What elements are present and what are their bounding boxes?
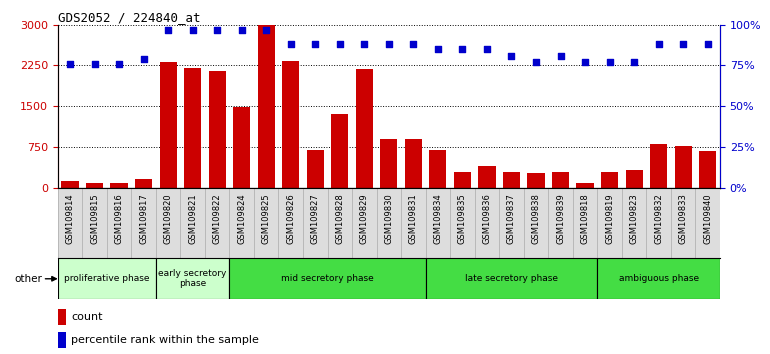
Text: GSM109819: GSM109819 bbox=[605, 193, 614, 244]
Bar bbox=[86, 183, 103, 188]
Point bbox=[285, 41, 297, 47]
Bar bbox=[598, 258, 720, 299]
Bar bbox=[430, 150, 447, 188]
Point bbox=[554, 53, 567, 58]
Bar bbox=[306, 150, 324, 188]
Bar bbox=[356, 69, 373, 188]
Text: GSM109839: GSM109839 bbox=[556, 193, 565, 244]
Bar bbox=[625, 170, 643, 188]
Bar bbox=[380, 139, 397, 188]
Text: GSM109820: GSM109820 bbox=[163, 193, 172, 244]
Bar bbox=[184, 68, 201, 188]
Bar bbox=[229, 258, 426, 299]
Text: mid secretory phase: mid secretory phase bbox=[281, 274, 374, 283]
Point bbox=[407, 41, 420, 47]
Bar bbox=[58, 258, 156, 299]
Text: GSM109816: GSM109816 bbox=[115, 193, 123, 244]
Point bbox=[309, 41, 321, 47]
Text: GSM109818: GSM109818 bbox=[581, 193, 590, 244]
Text: GSM109824: GSM109824 bbox=[237, 193, 246, 244]
Text: GSM109838: GSM109838 bbox=[531, 193, 541, 244]
Point bbox=[677, 41, 689, 47]
Point bbox=[604, 59, 616, 65]
Point bbox=[333, 41, 346, 47]
Bar bbox=[135, 179, 152, 188]
Text: GSM109831: GSM109831 bbox=[409, 193, 418, 244]
Bar bbox=[405, 139, 422, 188]
Bar bbox=[159, 62, 176, 188]
Text: GSM109822: GSM109822 bbox=[213, 193, 222, 244]
Text: GSM109821: GSM109821 bbox=[188, 193, 197, 244]
Text: count: count bbox=[71, 312, 102, 322]
Bar bbox=[258, 25, 275, 188]
Bar bbox=[58, 309, 66, 325]
Bar bbox=[282, 61, 300, 188]
Point bbox=[260, 27, 273, 33]
Point bbox=[383, 41, 395, 47]
Point bbox=[162, 27, 174, 33]
Text: GSM109828: GSM109828 bbox=[335, 193, 344, 244]
Text: GSM109833: GSM109833 bbox=[678, 193, 688, 244]
Bar bbox=[527, 173, 544, 188]
Point bbox=[137, 56, 149, 62]
Point bbox=[358, 41, 370, 47]
Bar bbox=[58, 332, 66, 348]
Text: early secretory
phase: early secretory phase bbox=[159, 269, 227, 289]
Bar bbox=[478, 166, 496, 188]
Text: GSM109823: GSM109823 bbox=[630, 193, 638, 244]
Bar bbox=[331, 114, 348, 188]
Text: GSM109827: GSM109827 bbox=[311, 193, 320, 244]
Text: GSM109840: GSM109840 bbox=[703, 193, 712, 244]
Text: percentile rank within the sample: percentile rank within the sample bbox=[71, 335, 259, 346]
Text: proliferative phase: proliferative phase bbox=[64, 274, 149, 283]
Bar bbox=[601, 172, 618, 188]
Text: GSM109815: GSM109815 bbox=[90, 193, 99, 244]
Text: GSM109834: GSM109834 bbox=[434, 193, 443, 244]
Bar bbox=[650, 144, 668, 188]
Point bbox=[628, 59, 641, 65]
Point bbox=[505, 53, 517, 58]
Point bbox=[579, 59, 591, 65]
Text: GSM109830: GSM109830 bbox=[384, 193, 393, 244]
Point bbox=[211, 27, 223, 33]
Point bbox=[701, 41, 714, 47]
Bar bbox=[156, 258, 229, 299]
Point bbox=[186, 27, 199, 33]
Bar bbox=[233, 107, 250, 188]
Text: GSM109835: GSM109835 bbox=[458, 193, 467, 244]
Point bbox=[652, 41, 665, 47]
Text: GSM109814: GSM109814 bbox=[65, 193, 75, 244]
Bar bbox=[675, 146, 691, 188]
Text: GSM109826: GSM109826 bbox=[286, 193, 295, 244]
Text: GDS2052 / 224840_at: GDS2052 / 224840_at bbox=[58, 11, 200, 24]
Text: GSM109832: GSM109832 bbox=[654, 193, 663, 244]
Point bbox=[432, 46, 444, 52]
Point bbox=[457, 46, 469, 52]
Bar bbox=[426, 258, 598, 299]
Bar bbox=[454, 172, 471, 188]
Bar bbox=[110, 183, 128, 188]
Point bbox=[236, 27, 248, 33]
Point bbox=[480, 46, 493, 52]
Point bbox=[64, 61, 76, 67]
Point bbox=[89, 61, 101, 67]
Bar bbox=[552, 172, 569, 188]
Bar bbox=[209, 71, 226, 188]
Point bbox=[113, 61, 126, 67]
Text: other: other bbox=[14, 274, 42, 284]
Bar bbox=[62, 181, 79, 188]
Bar bbox=[577, 183, 594, 188]
Bar bbox=[503, 172, 520, 188]
Text: GSM109817: GSM109817 bbox=[139, 193, 148, 244]
Text: GSM109836: GSM109836 bbox=[483, 193, 491, 244]
Text: late secretory phase: late secretory phase bbox=[465, 274, 558, 283]
Text: GSM109837: GSM109837 bbox=[507, 193, 516, 244]
Text: ambiguous phase: ambiguous phase bbox=[618, 274, 698, 283]
Text: GSM109829: GSM109829 bbox=[360, 193, 369, 244]
Text: GSM109825: GSM109825 bbox=[262, 193, 271, 244]
Point bbox=[530, 59, 542, 65]
Bar bbox=[699, 151, 716, 188]
